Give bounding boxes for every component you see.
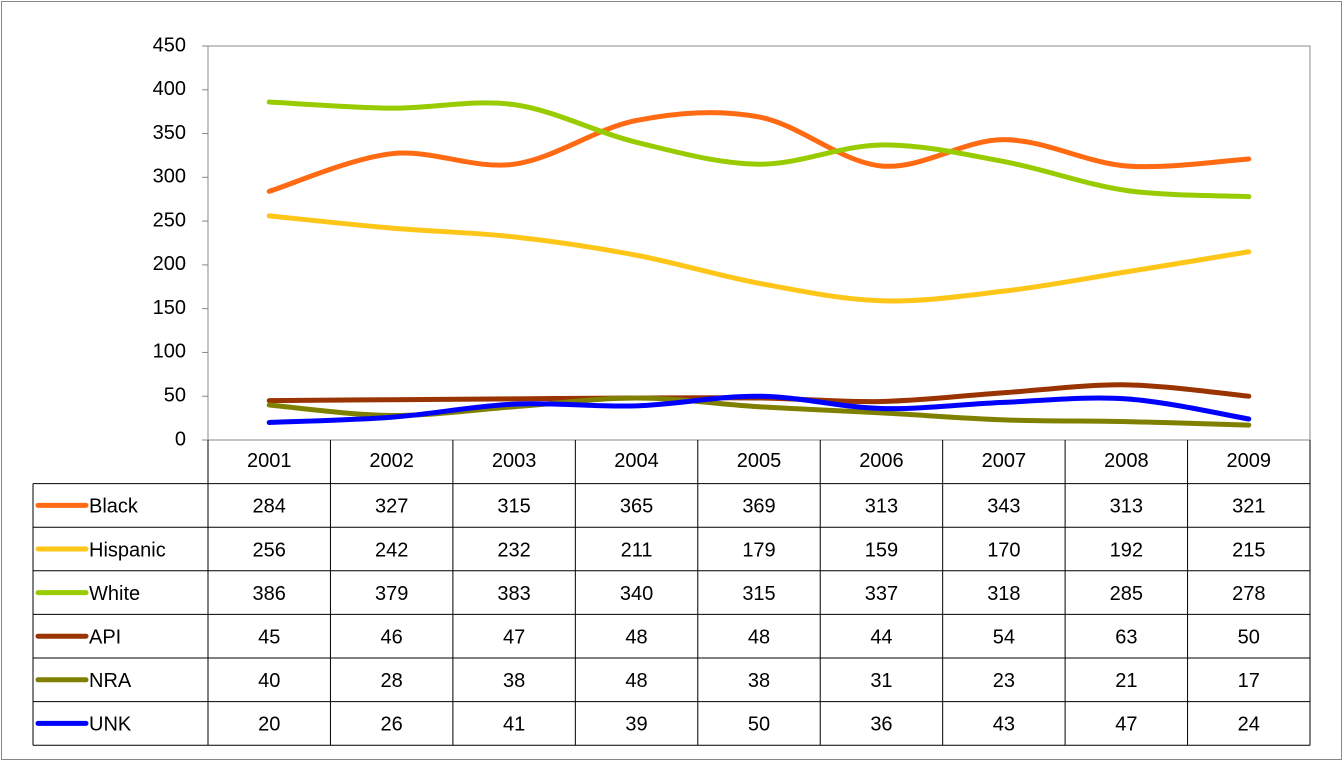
- legend-label: API: [89, 626, 121, 648]
- legend-label: Black: [89, 496, 139, 518]
- table-cell: 50: [1238, 626, 1260, 648]
- table-cell: 50: [748, 714, 770, 736]
- table-cell: 383: [497, 583, 530, 605]
- plot-area: [207, 45, 1311, 441]
- table-cell: 48: [625, 626, 647, 648]
- legend-label: White: [89, 583, 140, 605]
- x-tick-label: 2009: [1227, 450, 1272, 472]
- table-cell: 39: [625, 714, 647, 736]
- table-cell: 179: [742, 539, 775, 561]
- table-cell: 313: [865, 496, 898, 518]
- y-tick-label: 50: [164, 385, 186, 407]
- table-cell: 43: [993, 714, 1015, 736]
- table-cell: 21: [1115, 670, 1137, 692]
- x-tick-label: 2008: [1104, 450, 1149, 472]
- table-cell: 315: [742, 583, 775, 605]
- table-cell: 38: [503, 670, 525, 692]
- table-cell: 63: [1115, 626, 1137, 648]
- table-cell: 47: [1115, 714, 1137, 736]
- table-cell: 278: [1232, 583, 1265, 605]
- table-cell: 337: [865, 583, 898, 605]
- table-cell: 20: [258, 714, 280, 736]
- x-tick-label: 2002: [369, 450, 414, 472]
- y-tick-label: 0: [175, 428, 186, 450]
- table-cell: 40: [258, 670, 280, 692]
- table-cell: 45: [258, 626, 280, 648]
- y-tick-label: 350: [153, 122, 186, 144]
- table-cell: 170: [987, 539, 1020, 561]
- table-cell: 321: [1232, 496, 1265, 518]
- table-cell: 48: [748, 626, 770, 648]
- y-tick-label: 450: [153, 34, 186, 56]
- table-cell: 54: [993, 626, 1015, 648]
- table-cell: 327: [375, 496, 408, 518]
- table-cell: 31: [870, 670, 892, 692]
- table-cell: 192: [1110, 539, 1143, 561]
- table-cell: 242: [375, 539, 408, 561]
- table-cell: 318: [987, 583, 1020, 605]
- series-line: [266, 213, 1252, 304]
- x-tick-label: 2005: [737, 450, 782, 472]
- table-cell: 47: [503, 626, 525, 648]
- x-tick-label: 2001: [247, 450, 292, 472]
- table-cell: 232: [497, 539, 530, 561]
- table-cell: 369: [742, 496, 775, 518]
- table-cell: 17: [1238, 670, 1260, 692]
- y-tick-label: 250: [153, 209, 186, 231]
- series-line: [266, 393, 1252, 425]
- series-line: [266, 110, 1252, 194]
- table-cell: 340: [620, 583, 653, 605]
- legend-label: UNK: [89, 714, 132, 736]
- table-cell: 284: [253, 496, 286, 518]
- table-cell: 44: [870, 626, 892, 648]
- x-tick-label: 2006: [859, 450, 904, 472]
- table-cell: 28: [381, 670, 403, 692]
- table-cell: 159: [865, 539, 898, 561]
- table-cell: 46: [381, 626, 403, 648]
- y-tick-label: 300: [153, 166, 186, 188]
- table-cell: 343: [987, 496, 1020, 518]
- table-cell: 24: [1238, 714, 1260, 736]
- table-cell: 365: [620, 496, 653, 518]
- series-line: [266, 99, 1252, 200]
- table-cell: 48: [625, 670, 647, 692]
- y-tick-label: 150: [153, 297, 186, 319]
- table-cell: 23: [993, 670, 1015, 692]
- legend-label: Hispanic: [89, 539, 166, 561]
- x-tick-label: 2007: [982, 450, 1027, 472]
- table-cell: 256: [253, 539, 286, 561]
- table-cell: 285: [1110, 583, 1143, 605]
- table-cell: 36: [870, 714, 892, 736]
- table-cell: 41: [503, 714, 525, 736]
- table-cell: 38: [748, 670, 770, 692]
- table-cell: 26: [381, 714, 403, 736]
- y-tick-label: 100: [153, 341, 186, 363]
- x-tick-label: 2004: [614, 450, 659, 472]
- y-tick-label: 200: [153, 253, 186, 275]
- table-cell: 211: [621, 539, 653, 561]
- table-cell: 313: [1110, 496, 1143, 518]
- legend-label: NRA: [89, 670, 132, 692]
- table-cell: 379: [375, 583, 408, 605]
- y-tick-label: 400: [153, 78, 186, 100]
- table-cell: 215: [1232, 539, 1265, 561]
- table-cell: 386: [253, 583, 286, 605]
- table-cell: 315: [497, 496, 530, 518]
- x-tick-label: 2003: [492, 450, 537, 472]
